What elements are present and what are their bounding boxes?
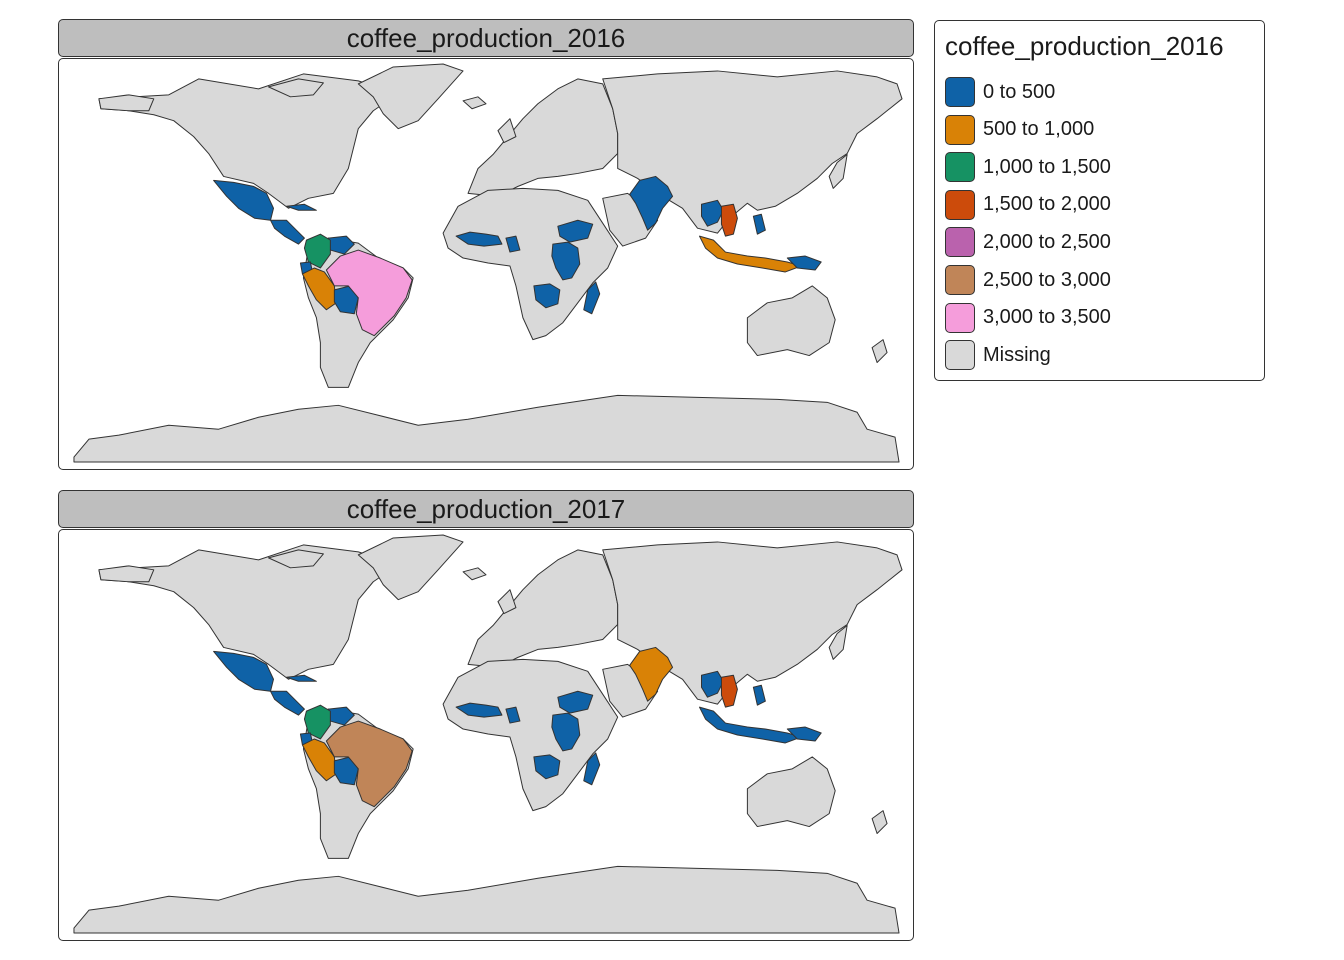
legend-item: Missing xyxy=(945,338,1051,372)
land-north-america xyxy=(98,544,399,680)
land-canadian-islands xyxy=(268,78,324,98)
land-greenland xyxy=(357,534,464,601)
facet-strip-2017: coffee_production_2017 xyxy=(58,490,914,528)
land-uk xyxy=(497,118,517,144)
legend-label: 500 to 1,000 xyxy=(983,118,1095,141)
region-colombia xyxy=(303,704,331,740)
land-canadian-islands xyxy=(268,549,324,569)
region-cameroon-car xyxy=(505,706,521,724)
land-alaska xyxy=(98,94,155,112)
legend-label: 1,500 to 2,000 xyxy=(983,193,1111,216)
legend-swatch xyxy=(945,340,975,371)
region-brazil xyxy=(325,720,413,808)
land-north-america xyxy=(98,73,399,209)
legend-swatch xyxy=(945,265,975,295)
legend: coffee_production_2016 0 to 500 500 to 1,… xyxy=(934,20,1265,381)
region-india xyxy=(629,175,674,231)
legend-item: 3,000 to 3,500 xyxy=(945,301,1111,335)
region-colombia xyxy=(303,233,331,269)
land-iceland xyxy=(462,567,487,581)
land-uk xyxy=(497,589,517,615)
legend-item: 0 to 500 xyxy=(945,75,1055,109)
region-mexico xyxy=(213,179,274,221)
region-east-africa xyxy=(551,241,581,281)
map-panel-2017[interactable] xyxy=(58,529,914,941)
legend-label: 2,000 to 2,500 xyxy=(983,230,1111,253)
region-cameroon-car xyxy=(505,235,521,253)
land-australia xyxy=(746,285,836,357)
region-east-africa xyxy=(551,712,581,752)
legend-label: 2,500 to 3,000 xyxy=(983,268,1111,291)
facet-title-2016: coffee_production_2016 xyxy=(346,22,626,53)
region-indonesia xyxy=(699,235,802,273)
legend-item: 2,500 to 3,000 xyxy=(945,263,1111,297)
region-cuba xyxy=(285,203,317,211)
region-southern-africa xyxy=(533,754,561,780)
land-iceland xyxy=(462,96,487,110)
land-antarctica xyxy=(73,865,900,934)
land-australia xyxy=(746,756,836,828)
region-papua xyxy=(786,255,822,271)
legend-label: 3,000 to 3,500 xyxy=(983,306,1111,329)
region-brazil xyxy=(325,249,413,337)
land-japan xyxy=(828,625,848,660)
map-panel-2016[interactable] xyxy=(58,58,914,470)
legend-swatch xyxy=(945,302,975,333)
region-myanmar-laos xyxy=(700,199,724,227)
land-japan xyxy=(828,154,848,189)
region-west-africa xyxy=(455,702,503,718)
region-central-america xyxy=(270,219,305,245)
region-cuba xyxy=(285,674,317,682)
legend-label: Missing xyxy=(983,343,1051,366)
legend-item: 1,000 to 1,500 xyxy=(945,150,1111,184)
legend-label: 0 to 500 xyxy=(983,80,1056,103)
region-myanmar-laos xyxy=(700,670,724,698)
legend-swatch xyxy=(945,152,975,183)
legend-item: 1,500 to 2,000 xyxy=(945,188,1111,222)
legend-item: 500 to 1,000 xyxy=(945,113,1094,147)
region-vietnam xyxy=(720,203,738,237)
land-new-zealand xyxy=(871,339,888,364)
facet-title-2017: coffee_production_2017 xyxy=(346,493,626,524)
region-central-america xyxy=(270,690,305,716)
legend-item: 2,000 to 2,500 xyxy=(945,225,1111,259)
legend-swatch xyxy=(945,77,975,107)
region-vietnam xyxy=(720,674,738,708)
region-papua xyxy=(786,726,822,742)
land-africa xyxy=(442,658,619,812)
region-ethiopia xyxy=(557,690,594,714)
region-philippines xyxy=(752,684,766,706)
legend-swatch xyxy=(945,114,975,145)
land-antarctica xyxy=(73,394,900,463)
region-philippines xyxy=(752,213,766,235)
land-greenland xyxy=(357,63,464,130)
region-ethiopia xyxy=(557,219,594,243)
region-madagascar xyxy=(583,752,601,786)
land-africa xyxy=(442,187,619,341)
world-map-2016 xyxy=(73,63,903,463)
land-new-zealand xyxy=(871,810,888,835)
legend-title: coffee_production_2016 xyxy=(945,31,1224,61)
region-madagascar xyxy=(583,281,601,315)
region-west-africa xyxy=(455,231,503,247)
land-europe xyxy=(467,78,619,197)
facet-strip-2016: coffee_production_2016 xyxy=(58,19,914,57)
region-india xyxy=(629,646,674,702)
legend-swatch xyxy=(945,227,975,258)
legend-label: 1,000 to 1,500 xyxy=(983,155,1111,178)
land-europe xyxy=(467,549,619,668)
land-alaska xyxy=(98,565,155,583)
region-mexico xyxy=(213,650,274,692)
region-indonesia xyxy=(699,706,802,744)
region-southern-africa xyxy=(533,283,561,309)
world-map-2017 xyxy=(73,534,903,934)
legend-swatch xyxy=(945,189,975,220)
